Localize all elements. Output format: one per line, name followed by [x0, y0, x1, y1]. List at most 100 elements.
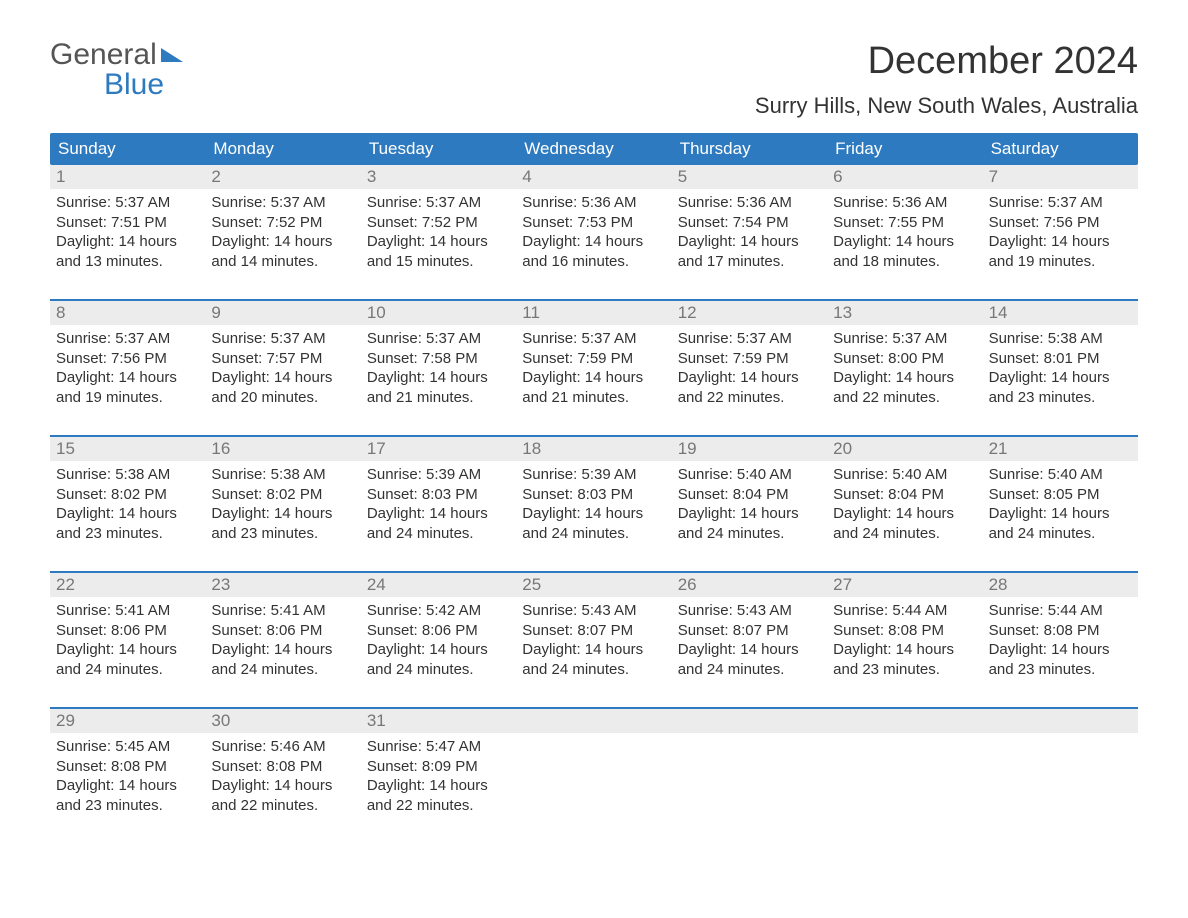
- day-cell: Sunrise: 5:40 AMSunset: 8:05 PMDaylight:…: [983, 461, 1138, 571]
- day-of-week-header-row: Sunday Monday Tuesday Wednesday Thursday…: [50, 133, 1138, 165]
- day-number: 7: [983, 165, 1138, 189]
- dow-thursday: Thursday: [672, 133, 827, 165]
- sunset-line: Sunset: 8:09 PM: [367, 757, 508, 777]
- day-number: 17: [361, 437, 516, 461]
- day-cell: Sunrise: 5:38 AMSunset: 8:02 PMDaylight:…: [50, 461, 205, 571]
- daylight-line: Daylight: 14 hours and 22 minutes.: [833, 368, 974, 407]
- sunset-line: Sunset: 8:07 PM: [678, 621, 819, 641]
- sunrise-line: Sunrise: 5:37 AM: [56, 193, 197, 213]
- day-number: 2: [205, 165, 360, 189]
- calendar-grid: Sunday Monday Tuesday Wednesday Thursday…: [50, 133, 1138, 843]
- sunset-line: Sunset: 8:05 PM: [989, 485, 1130, 505]
- day-cell: Sunrise: 5:43 AMSunset: 8:07 PMDaylight:…: [672, 597, 827, 707]
- day-cell: [983, 733, 1138, 843]
- day-number: 15: [50, 437, 205, 461]
- daylight-line: Daylight: 14 hours and 24 minutes.: [367, 640, 508, 679]
- daylight-line: Daylight: 14 hours and 23 minutes.: [989, 640, 1130, 679]
- sunset-line: Sunset: 7:58 PM: [367, 349, 508, 369]
- sunrise-line: Sunrise: 5:43 AM: [522, 601, 663, 621]
- daylight-line: Daylight: 14 hours and 15 minutes.: [367, 232, 508, 271]
- daylight-line: Daylight: 14 hours and 24 minutes.: [56, 640, 197, 679]
- day-number: 13: [827, 301, 982, 325]
- sunrise-line: Sunrise: 5:42 AM: [367, 601, 508, 621]
- sunrise-line: Sunrise: 5:40 AM: [678, 465, 819, 485]
- day-number: 28: [983, 573, 1138, 597]
- sunrise-line: Sunrise: 5:38 AM: [989, 329, 1130, 349]
- day-cell: Sunrise: 5:44 AMSunset: 8:08 PMDaylight:…: [827, 597, 982, 707]
- sunrise-line: Sunrise: 5:37 AM: [833, 329, 974, 349]
- day-number: 24: [361, 573, 516, 597]
- day-cell: Sunrise: 5:37 AMSunset: 7:52 PMDaylight:…: [361, 189, 516, 299]
- day-cell: Sunrise: 5:37 AMSunset: 7:59 PMDaylight:…: [672, 325, 827, 435]
- day-cell: Sunrise: 5:41 AMSunset: 8:06 PMDaylight:…: [50, 597, 205, 707]
- day-content-row: Sunrise: 5:38 AMSunset: 8:02 PMDaylight:…: [50, 461, 1138, 571]
- daylight-line: Daylight: 14 hours and 24 minutes.: [989, 504, 1130, 543]
- day-cell: [672, 733, 827, 843]
- sunset-line: Sunset: 7:57 PM: [211, 349, 352, 369]
- day-cell: Sunrise: 5:37 AMSunset: 7:56 PMDaylight:…: [50, 325, 205, 435]
- daylight-line: Daylight: 14 hours and 22 minutes.: [678, 368, 819, 407]
- day-number: [827, 709, 982, 733]
- sunset-line: Sunset: 8:03 PM: [522, 485, 663, 505]
- week-row: 1234567Sunrise: 5:37 AMSunset: 7:51 PMDa…: [50, 165, 1138, 299]
- day-number-row: 891011121314: [50, 299, 1138, 325]
- dow-monday: Monday: [205, 133, 360, 165]
- day-cell: Sunrise: 5:37 AMSunset: 7:56 PMDaylight:…: [983, 189, 1138, 299]
- day-number-row: 22232425262728: [50, 571, 1138, 597]
- sunset-line: Sunset: 7:56 PM: [989, 213, 1130, 233]
- daylight-line: Daylight: 14 hours and 22 minutes.: [367, 776, 508, 815]
- sunrise-line: Sunrise: 5:41 AM: [211, 601, 352, 621]
- sunrise-line: Sunrise: 5:40 AM: [833, 465, 974, 485]
- sunrise-line: Sunrise: 5:39 AM: [522, 465, 663, 485]
- day-number: 19: [672, 437, 827, 461]
- sunset-line: Sunset: 8:08 PM: [211, 757, 352, 777]
- day-number: 12: [672, 301, 827, 325]
- sunset-line: Sunset: 8:08 PM: [833, 621, 974, 641]
- sunrise-line: Sunrise: 5:40 AM: [989, 465, 1130, 485]
- day-number: 18: [516, 437, 671, 461]
- day-number: 3: [361, 165, 516, 189]
- day-cell: Sunrise: 5:37 AMSunset: 7:52 PMDaylight:…: [205, 189, 360, 299]
- daylight-line: Daylight: 14 hours and 21 minutes.: [522, 368, 663, 407]
- day-number: 26: [672, 573, 827, 597]
- day-number: 20: [827, 437, 982, 461]
- sunrise-line: Sunrise: 5:37 AM: [522, 329, 663, 349]
- day-number: 22: [50, 573, 205, 597]
- sunrise-line: Sunrise: 5:38 AM: [211, 465, 352, 485]
- day-cell: Sunrise: 5:36 AMSunset: 7:53 PMDaylight:…: [516, 189, 671, 299]
- sunset-line: Sunset: 8:03 PM: [367, 485, 508, 505]
- daylight-line: Daylight: 14 hours and 19 minutes.: [989, 232, 1130, 271]
- day-cell: Sunrise: 5:39 AMSunset: 8:03 PMDaylight:…: [361, 461, 516, 571]
- month-title: December 2024: [755, 40, 1138, 83]
- dow-tuesday: Tuesday: [361, 133, 516, 165]
- week-row: 22232425262728Sunrise: 5:41 AMSunset: 8:…: [50, 571, 1138, 707]
- daylight-line: Daylight: 14 hours and 24 minutes.: [678, 640, 819, 679]
- logo-flag-icon: [161, 48, 183, 62]
- daylight-line: Daylight: 14 hours and 21 minutes.: [367, 368, 508, 407]
- sunrise-line: Sunrise: 5:36 AM: [833, 193, 974, 213]
- logo-text-general: General: [50, 40, 157, 70]
- day-number: [516, 709, 671, 733]
- day-cell: [516, 733, 671, 843]
- sunset-line: Sunset: 8:06 PM: [367, 621, 508, 641]
- week-row: 293031Sunrise: 5:45 AMSunset: 8:08 PMDay…: [50, 707, 1138, 843]
- day-cell: Sunrise: 5:41 AMSunset: 8:06 PMDaylight:…: [205, 597, 360, 707]
- sunset-line: Sunset: 8:06 PM: [56, 621, 197, 641]
- day-number: 14: [983, 301, 1138, 325]
- daylight-line: Daylight: 14 hours and 23 minutes.: [211, 504, 352, 543]
- sunset-line: Sunset: 8:07 PM: [522, 621, 663, 641]
- daylight-line: Daylight: 14 hours and 22 minutes.: [211, 776, 352, 815]
- daylight-line: Daylight: 14 hours and 24 minutes.: [833, 504, 974, 543]
- day-cell: Sunrise: 5:37 AMSunset: 7:51 PMDaylight:…: [50, 189, 205, 299]
- sunrise-line: Sunrise: 5:37 AM: [211, 193, 352, 213]
- day-content-row: Sunrise: 5:45 AMSunset: 8:08 PMDaylight:…: [50, 733, 1138, 843]
- sunset-line: Sunset: 8:02 PM: [56, 485, 197, 505]
- day-cell: Sunrise: 5:39 AMSunset: 8:03 PMDaylight:…: [516, 461, 671, 571]
- daylight-line: Daylight: 14 hours and 16 minutes.: [522, 232, 663, 271]
- day-number: 11: [516, 301, 671, 325]
- daylight-line: Daylight: 14 hours and 24 minutes.: [678, 504, 819, 543]
- daylight-line: Daylight: 14 hours and 23 minutes.: [56, 504, 197, 543]
- daylight-line: Daylight: 14 hours and 17 minutes.: [678, 232, 819, 271]
- sunrise-line: Sunrise: 5:44 AM: [989, 601, 1130, 621]
- day-cell: Sunrise: 5:38 AMSunset: 8:01 PMDaylight:…: [983, 325, 1138, 435]
